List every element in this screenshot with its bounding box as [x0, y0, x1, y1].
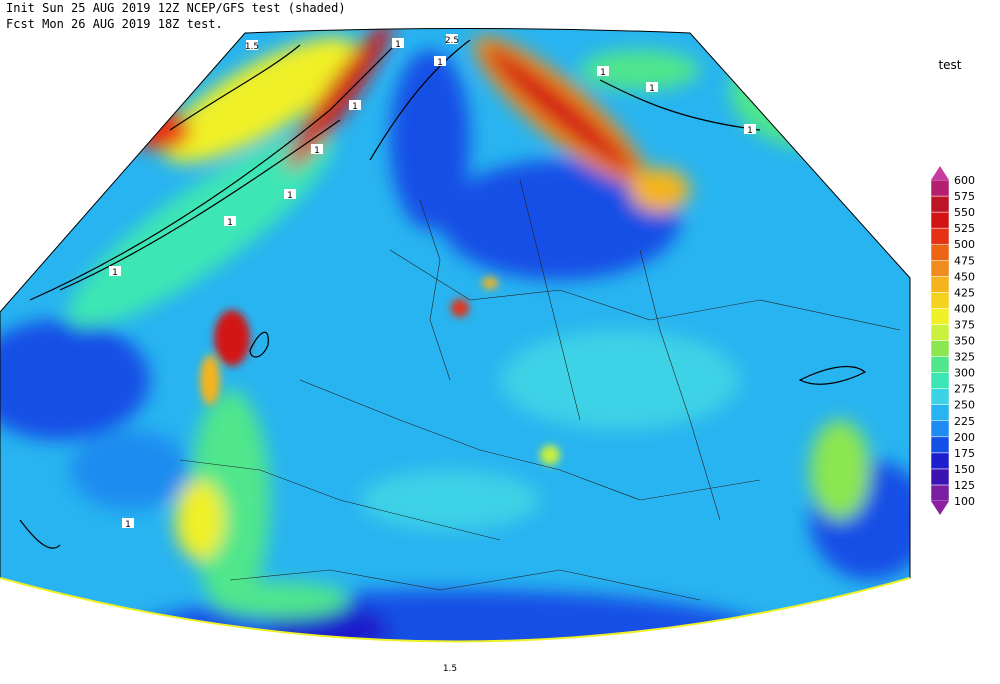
contour-label-box — [109, 266, 121, 276]
contour-labels: 1.5 2.5 1 1 1 1 1 1 1 1 1 1 1 1.5 — [109, 34, 756, 674]
color-swatch — [930, 195, 950, 213]
color-swatch — [930, 468, 950, 486]
color-swatch — [930, 227, 950, 245]
contour-label: 1 — [125, 520, 131, 530]
color-swatch — [930, 452, 950, 470]
contour-label-box — [446, 34, 458, 44]
color-swatch — [930, 340, 950, 357]
color-swatch — [931, 501, 949, 515]
header-line: Fcst Mon 26 AUG 2019 18Z test. — [6, 17, 223, 31]
contour-label: 1 — [395, 40, 401, 50]
contour-label-box — [597, 66, 609, 76]
contour-label: 1.5 — [245, 42, 259, 52]
contour-label-box — [349, 100, 361, 110]
color-swatch — [930, 484, 950, 502]
contour-label: 2.5 — [445, 36, 459, 46]
legend-label: 325 — [954, 351, 975, 364]
contour-label: 1 — [437, 58, 443, 68]
legend-label: 100 — [954, 495, 975, 508]
legend-label: 425 — [954, 286, 975, 299]
legend-label: 500 — [954, 238, 975, 251]
contour-label-box — [284, 189, 296, 199]
color-swatch — [930, 260, 950, 277]
legend-label: 250 — [954, 399, 975, 412]
contour-label: 1 — [649, 84, 655, 94]
contour-label-box — [311, 144, 323, 154]
contour-label: 1 — [227, 218, 233, 228]
contour-label-box — [392, 38, 404, 48]
contour-label-box — [744, 124, 756, 134]
color-swatch — [930, 179, 950, 197]
color-swatch — [930, 243, 950, 261]
contour-label-box — [224, 216, 236, 226]
color-swatch — [930, 404, 950, 422]
map-edge — [0, 577, 911, 643]
legend-label: 150 — [954, 463, 975, 476]
legend-title: test — [938, 58, 961, 72]
legend-label: 175 — [954, 447, 975, 460]
color-swatch — [930, 308, 950, 325]
legend-label: 375 — [954, 318, 975, 331]
field-map — [0, 28, 910, 642]
legend-label: 525 — [954, 222, 975, 235]
legend-label: 600 — [954, 174, 975, 187]
colorbar: 100 125 150 175 200 225 250 275 300 325 350 375 400 4… — [930, 166, 975, 515]
legend-label: 550 — [954, 206, 975, 219]
legend-label: 300 — [954, 367, 975, 380]
color-swatch — [931, 166, 949, 180]
contour-label: 1 — [352, 102, 358, 112]
color-swatch — [930, 372, 950, 389]
contour-label: 1 — [314, 146, 320, 156]
legend-label: 450 — [954, 270, 975, 283]
color-swatch — [930, 324, 950, 341]
contour-label-box — [434, 56, 446, 66]
contour-label: 1 — [600, 68, 606, 78]
legend-label: 225 — [954, 415, 975, 428]
contour-label-box — [646, 82, 658, 92]
color-swatch — [930, 420, 950, 438]
color-swatch — [930, 276, 950, 293]
legend-label: 275 — [954, 383, 975, 396]
contour-label-box — [122, 518, 134, 528]
contour-label-box — [246, 40, 258, 50]
color-swatch — [930, 292, 950, 309]
color-swatch — [930, 356, 950, 373]
contour-label: 1 — [747, 126, 753, 136]
legend-label: 125 — [954, 479, 975, 492]
legend-label: 350 — [954, 335, 975, 348]
contour-label: 1.5 — [443, 664, 457, 674]
color-swatch — [930, 388, 950, 405]
legend-label: 575 — [954, 190, 975, 203]
contour-label-box — [444, 662, 456, 672]
legend-label: 400 — [954, 302, 975, 315]
color-swatch — [930, 211, 950, 229]
legend-label: 200 — [954, 431, 975, 444]
legend-label: 475 — [954, 254, 975, 267]
header-line: Init Sun 25 AUG 2019 12Z NCEP/GFS test (… — [6, 1, 346, 15]
contour-label: 1 — [112, 268, 118, 278]
color-swatch — [930, 436, 950, 454]
contour-label: 1 — [287, 191, 293, 201]
